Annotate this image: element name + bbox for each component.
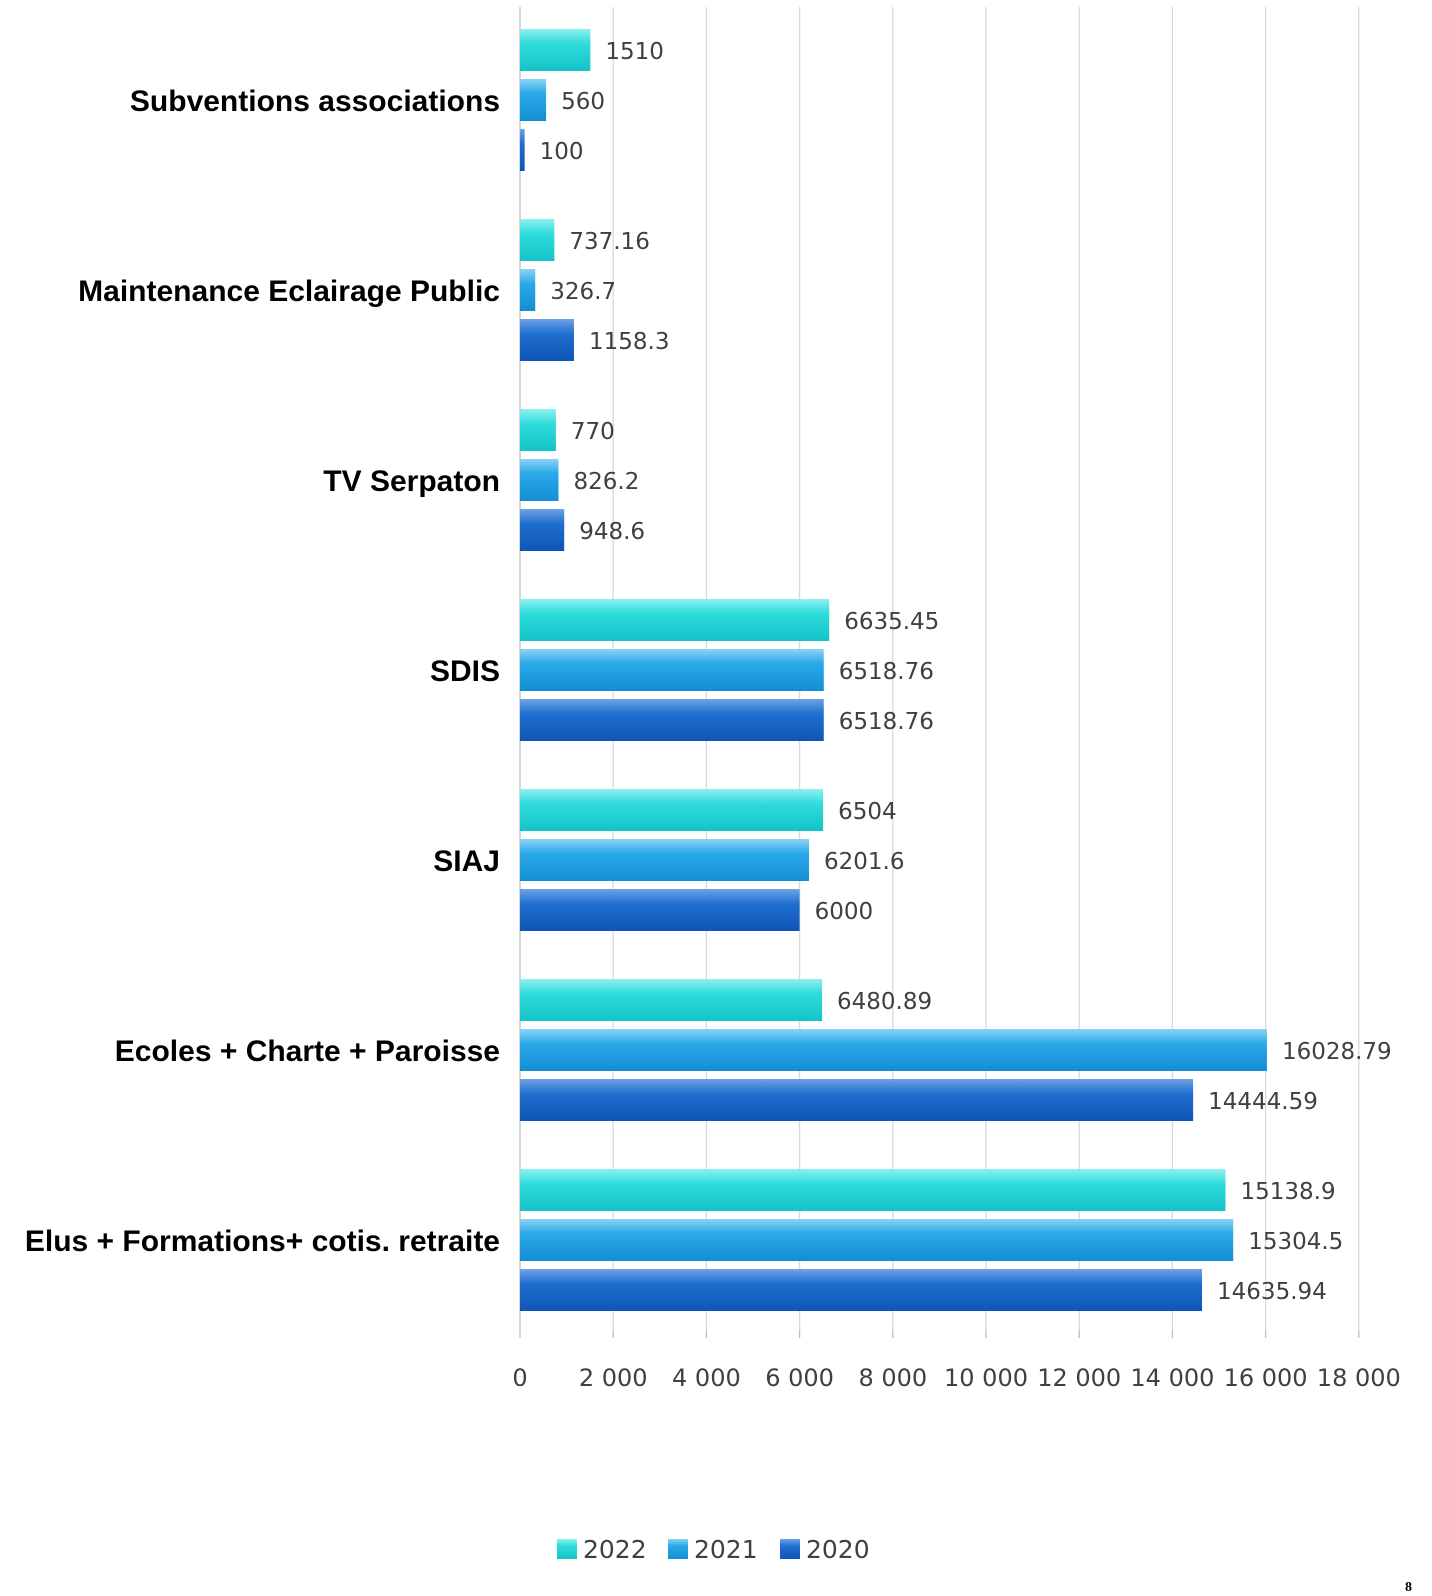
data-label: 14635.94 [1217,1279,1327,1305]
bar-2020 [520,129,525,171]
bar-2020 [520,889,800,931]
bar-2020 [520,699,824,741]
bar-2020 [520,509,565,551]
data-label: 100 [540,139,584,165]
legend: 2022 2021 2020 [557,1535,870,1564]
legend-label: 2021 [694,1535,758,1564]
bar-2021 [520,649,824,691]
bar-2020 [520,1269,1203,1311]
data-label: 948.6 [579,519,645,545]
data-label: 6000 [815,899,874,925]
bar-2021 [520,79,547,121]
bar-2022 [520,1169,1226,1211]
x-axis-ticks: 0 2 000 4 000 6 000 8 000 10 000 12 000 14 000 1… [512,1364,1400,1392]
bar-2021 [520,269,536,311]
category-label: Elus + Formations+ cotis. retraite [25,1225,500,1258]
data-label: 6518.76 [839,709,934,735]
category-label: TV Serpaton [323,465,500,498]
data-label: 15304.5 [1248,1229,1343,1255]
bar-2021 [520,1029,1267,1071]
category-label: Subventions associations [130,85,500,118]
bar-2022 [520,409,556,451]
x-tick-label: 6 000 [765,1364,834,1392]
data-label: 6201.6 [824,849,904,875]
bar-2021 [520,1219,1234,1261]
data-label: 14444.59 [1208,1089,1318,1115]
legend-swatch-2022 [557,1539,577,1559]
x-tick-label: 8 000 [858,1364,927,1392]
bar-2020 [520,1079,1194,1121]
bar-2021 [520,839,809,881]
data-label: 6635.45 [844,609,939,635]
data-label: 6480.89 [837,989,932,1015]
legend-label: 2020 [806,1535,870,1564]
category-label: SDIS [430,655,500,688]
data-label: 1510 [605,39,664,65]
data-label: 770 [571,419,615,445]
bar-2022 [520,979,823,1021]
category-label: Ecoles + Charte + Paroisse [115,1035,500,1068]
bars-group [520,29,1267,1311]
data-label: 737.16 [569,229,649,255]
x-tick-label: 18 000 [1317,1364,1401,1392]
data-label: 15138.9 [1240,1179,1335,1205]
category-labels: Subventions associations Maintenance Ecla… [25,85,500,1258]
legend-swatch-2020 [780,1539,800,1559]
data-label: 6518.76 [839,659,934,685]
x-tick-label: 12 000 [1037,1364,1121,1392]
bar-2022 [520,29,591,71]
bar-2020 [520,319,574,361]
data-label: 1158.3 [589,329,669,355]
data-label: 826.2 [574,469,640,495]
x-tick-label: 16 000 [1224,1364,1308,1392]
x-tick-label: 14 000 [1130,1364,1214,1392]
x-tick-label: 10 000 [944,1364,1028,1392]
x-tick-label: 2 000 [579,1364,648,1392]
legend-label: 2022 [583,1535,647,1564]
x-tick-label: 4 000 [672,1364,741,1392]
data-label: 560 [561,89,605,115]
data-label: 16028.79 [1282,1039,1392,1065]
category-label: Maintenance Eclairage Public [78,275,500,308]
bar-2021 [520,459,559,501]
value-labels: 1510 737.16 770 6635.45 6504 6480.89 15138.9 56… [540,39,1392,1305]
x-tick-label: 0 [512,1364,527,1392]
bar-2022 [520,219,555,261]
bar-2022 [520,599,830,641]
bar-2022 [520,789,824,831]
page-number: 8 [1405,1580,1412,1595]
legend-swatch-2021 [668,1539,688,1559]
category-label: SIAJ [433,845,500,878]
data-label: 6504 [838,799,897,825]
data-label: 326.7 [550,279,616,305]
